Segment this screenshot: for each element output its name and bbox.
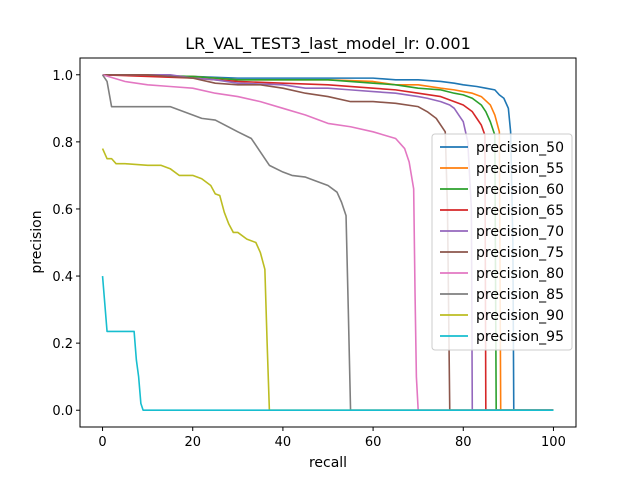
y-axis-ticks: 0.0 0.2 0.4 0.6 0.8 1.0 [52, 69, 80, 419]
legend-label: precision_95 [476, 329, 564, 345]
series-line-precision_80 [102, 74, 554, 412]
x-axis-ticks: 0 20 40 60 80 100 [98, 427, 566, 450]
series-line-precision_95 [101, 275, 554, 412]
x-tick-label: 100 [541, 435, 566, 450]
x-axis-label: recall [309, 455, 347, 471]
x-tick-label: 60 [365, 435, 382, 450]
legend-label: precision_75 [476, 245, 564, 261]
series-line-precision_70 [102, 73, 554, 412]
legend: precision_50 precision_55 precision_60prec… [431, 133, 573, 351]
legend-box [431, 133, 573, 351]
legend-label: precision_70 [476, 224, 564, 240]
y-tick-label: 0.8 [52, 136, 73, 151]
legend-label: precision_85 [476, 287, 564, 303]
y-tick-label: 0.6 [52, 203, 73, 218]
y-tick-label: 0.2 [52, 337, 73, 352]
chart-title: LR_VAL_TEST3_last_model_lr: 0.001 [185, 34, 471, 54]
series-line-precision_75 [102, 73, 554, 412]
y-axis-label: precision [29, 210, 45, 273]
x-tick-label: 40 [275, 435, 292, 450]
plot-frame [79, 57, 577, 428]
series-lines [101, 73, 554, 412]
legend-label: precision_80 [476, 266, 564, 282]
y-tick-label: 0.4 [52, 270, 73, 285]
x-tick-label: 20 [184, 435, 201, 450]
legend-label: precision_60 [476, 182, 564, 198]
legend-label: precision_55 [476, 161, 564, 177]
x-tick-label: 0 [98, 435, 106, 450]
series-line-precision_85 [101, 74, 554, 412]
y-tick-label: 1.0 [52, 69, 73, 84]
legend-label: precision_90 [476, 308, 564, 324]
series-line-precision_65 [102, 73, 554, 412]
legend-label: precision_50 [476, 140, 564, 156]
legend-label: precision_65 [476, 203, 564, 219]
series-line-precision_90 [101, 148, 554, 412]
x-tick-label: 80 [455, 435, 472, 450]
y-tick-label: 0.0 [52, 404, 73, 419]
